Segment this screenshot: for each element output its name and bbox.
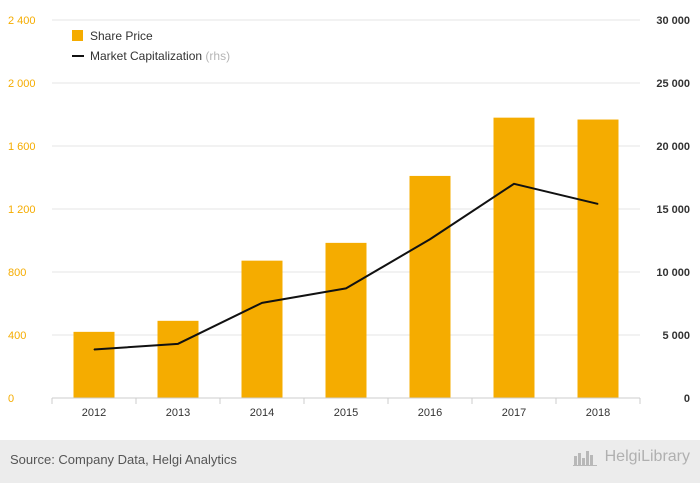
x-tick-label: 2017 (502, 407, 526, 419)
bar-2012 (73, 331, 115, 398)
line-point-2014 (261, 302, 263, 304)
brand: HelgiLibrary (572, 448, 690, 466)
legend-label-share-price: Share Price (90, 29, 153, 43)
legend-label-market-cap: Market Capitalization (rhs) (90, 49, 230, 63)
line-series (93, 182, 599, 351)
right-tick-label: 15 000 (656, 204, 690, 216)
x-tick-label: 2018 (586, 407, 610, 419)
left-tick-label: 800 (8, 267, 26, 279)
left-tick-label: 1 600 (8, 141, 36, 153)
line-point-2018 (597, 203, 599, 205)
x-tick-label: 2013 (166, 407, 190, 419)
left-axis: 0 400 800 1 200 1 600 2 000 2 400 (8, 15, 36, 405)
chart: 0 400 800 1 200 1 600 2 000 2 400 0 5 000 10 000… (8, 15, 690, 419)
right-tick-label: 20 000 (656, 141, 690, 153)
bar-2017 (493, 117, 535, 399)
left-tick-label: 400 (8, 330, 26, 342)
x-tick-label: 2016 (418, 407, 442, 419)
left-tick-label: 2 000 (8, 78, 36, 90)
gridlines (52, 19, 640, 336)
line-point-2013 (177, 343, 179, 345)
right-tick-label: 10 000 (656, 267, 690, 279)
right-axis: 0 5 000 10 000 15 000 20 000 25 000 30 000 (656, 15, 690, 405)
right-tick-label: 0 (684, 393, 690, 405)
legend-swatch-share-price (72, 30, 83, 41)
bar-2015 (325, 242, 367, 398)
source-note: Source: Company Data, Helgi Analytics (10, 452, 237, 467)
left-tick-label: 2 400 (8, 15, 36, 27)
legend-rhs-note: (rhs) (205, 49, 230, 63)
x-tick-label: 2014 (250, 407, 274, 419)
legend: Share Price Market Capitalization (rhs) (72, 29, 230, 63)
line-point-2016 (429, 238, 431, 240)
x-axis: 2012 2013 2014 2015 2016 2017 2018 (51, 397, 641, 419)
bar-series (73, 117, 619, 399)
library-logo-icon (572, 451, 597, 466)
left-tick-label: 1 200 (8, 204, 36, 216)
bar-2016 (409, 175, 451, 398)
brand-name: HelgiLibrary (604, 448, 690, 465)
right-tick-label: 25 000 (656, 78, 690, 90)
x-tick-label: 2012 (82, 407, 106, 419)
bar-2018 (577, 119, 619, 398)
bar-2013 (157, 320, 199, 398)
line-point-2015 (345, 287, 347, 289)
line-point-2017 (513, 183, 515, 185)
bar-2014 (241, 260, 283, 398)
right-tick-label: 5 000 (662, 330, 690, 342)
line-point-2012 (93, 348, 95, 350)
x-tick-label: 2015 (334, 407, 358, 419)
right-tick-label: 30 000 (656, 15, 690, 27)
left-tick-label: 0 (8, 393, 14, 405)
